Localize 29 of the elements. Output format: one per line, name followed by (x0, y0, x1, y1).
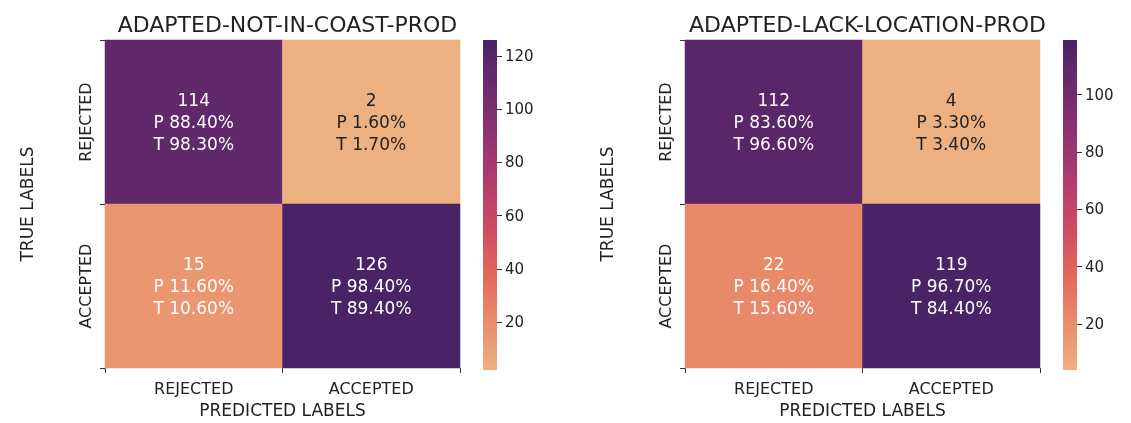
x-tick-label: REJECTED (154, 378, 234, 398)
color-bar-label: 100 (505, 100, 534, 119)
data-label: 114 P 88.40% T 98.30% (152, 90, 235, 155)
x-axis-title: PREDICTED LABELS (199, 399, 366, 420)
x-tick-label: ACCEPTED (328, 378, 414, 398)
chart-title: ADAPTED-NOT-IN-COAST-PROD (117, 11, 458, 37)
data-label: 4 P 3.30% T 3.40% (915, 90, 987, 155)
color-bar-label: 60 (505, 206, 525, 225)
x-axis-title: PREDICTED LABELS (779, 399, 946, 420)
color-bar-label: 80 (1085, 142, 1105, 161)
color-bar-label: 100 (1085, 85, 1114, 104)
data-label: 15 P 11.60% T 10.60% (152, 254, 235, 319)
color-bar-label: 120 (505, 46, 534, 65)
color-bar-label: 40 (505, 259, 525, 278)
chart-title: ADAPTED-LACK-LOCATION-PROD (689, 11, 1046, 37)
y-axis-title: TRUE LABELS (596, 146, 617, 263)
color-bar-label: 20 (505, 313, 525, 332)
data-label: 126 P 98.40% T 89.40% (329, 254, 412, 319)
data-label: 119 P 96.70% T 84.40% (909, 254, 992, 319)
color-bar-label: 40 (1085, 257, 1105, 276)
data-label: 112 P 83.60% T 96.60% (732, 90, 815, 155)
x-tick-label: REJECTED (734, 378, 814, 398)
color-bar-label: 60 (1085, 200, 1105, 219)
color-bar-label: 20 (1085, 315, 1105, 334)
data-label: 2 P 1.60% T 1.70% (335, 90, 407, 155)
data-label: 22 P 16.40% T 15.60% (732, 254, 815, 319)
y-axis-title: TRUE LABELS (16, 146, 37, 263)
color-bar-label: 80 (505, 153, 525, 172)
x-tick-label: ACCEPTED (908, 378, 994, 398)
